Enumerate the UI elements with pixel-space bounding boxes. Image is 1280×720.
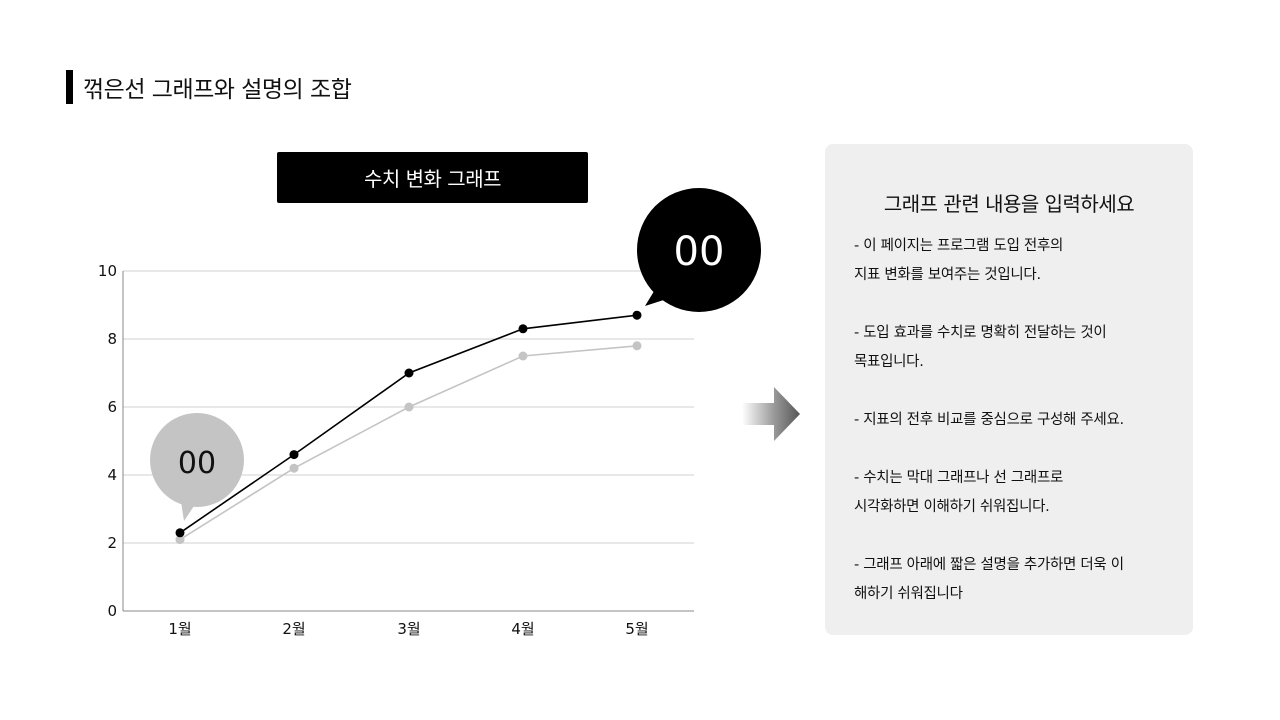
data-point xyxy=(404,368,414,378)
panel-paragraph: - 지표의 전후 비교를 중심으로 구성해 주세요. xyxy=(854,412,1124,428)
y-tick-label: 6 xyxy=(107,398,117,416)
y-tick-label: 8 xyxy=(107,330,117,348)
y-tick-label: 4 xyxy=(107,466,117,484)
page-title: 꺾은선 그래프와 설명의 조합 xyxy=(66,70,352,104)
data-point xyxy=(632,310,642,320)
panel-heading: 그래프 관련 내용을 입력하세요 xyxy=(883,192,1135,216)
data-point xyxy=(175,528,185,538)
panel-body: - 이 페이지는 프로그램 도입 전후의 지표 변화를 보여주는 것입니다. -… xyxy=(854,232,1184,638)
x-tick-label: 2월 xyxy=(282,620,305,638)
data-point xyxy=(289,450,299,460)
data-point xyxy=(289,463,299,473)
x-tick-label: 5월 xyxy=(625,620,648,638)
callout-bubble-gray xyxy=(150,413,244,507)
description-panel: 그래프 관련 내용을 입력하세요 - 이 페이지는 프로그램 도입 전후의 지표… xyxy=(825,144,1193,635)
callout-bubble-black xyxy=(637,188,761,312)
callout-value: 00 xyxy=(674,229,725,275)
chart-title-banner: 수치 변화 그래프 xyxy=(277,152,588,203)
data-point xyxy=(518,324,528,334)
y-tick-label: 10 xyxy=(98,262,117,280)
x-tick-label: 4월 xyxy=(511,620,534,638)
arrow-right-icon xyxy=(742,387,800,441)
title-accent-bar xyxy=(66,70,73,104)
y-tick-label: 0 xyxy=(107,602,117,620)
data-point xyxy=(632,341,642,351)
page-title-text: 꺾은선 그래프와 설명의 조합 xyxy=(83,77,352,103)
x-tick-label: 1월 xyxy=(168,620,191,638)
y-tick-label: 2 xyxy=(107,534,117,552)
line-chart: 0 2 4 6 8 10 1월 2월 3월 4월 5월 00 00 xyxy=(98,188,761,638)
x-tick-label: 3월 xyxy=(397,620,420,638)
callout-value: 00 xyxy=(178,446,216,481)
data-point xyxy=(518,351,528,361)
panel-paragraph: - 도입 효과를 수치로 명확히 전달하는 것이 목표입니다. xyxy=(854,325,1107,370)
series-line xyxy=(179,314,638,534)
panel-paragraph: - 이 페이지는 프로그램 도입 전후의 지표 변화를 보여주는 것입니다. xyxy=(854,238,1064,283)
data-point xyxy=(175,535,185,545)
panel-paragraph: - 그래프 아래에 짧은 설명을 추가하면 더욱 이 해하기 쉬워집니다 xyxy=(854,557,1124,602)
data-point xyxy=(404,402,414,412)
panel-paragraph: - 수치는 막대 그래프나 선 그래프로 시각화하면 이해하기 쉬워집니다. xyxy=(854,470,1064,515)
